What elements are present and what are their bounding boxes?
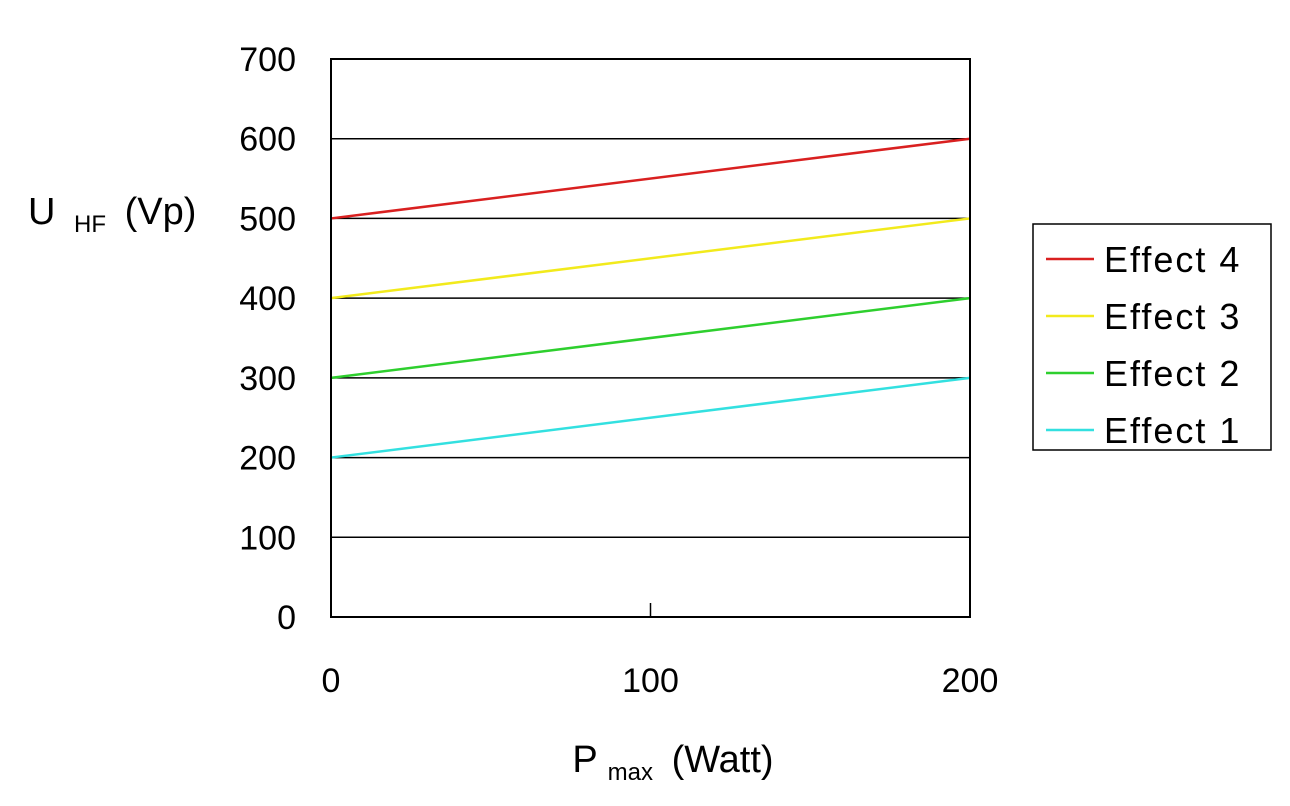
y-tick-label: 200 xyxy=(239,440,296,478)
x-axis-label-unit: (Watt) xyxy=(672,739,774,781)
y-axis-label-main: U xyxy=(28,191,55,233)
axis-ticks: 0 100 200 300 400 500 600 700 0 100 200 xyxy=(239,41,998,700)
y-tick-label: 400 xyxy=(239,280,296,318)
legend-label: Effect 1 xyxy=(1104,410,1241,451)
y-tick-label: 700 xyxy=(239,41,296,79)
legend-label: Effect 4 xyxy=(1104,239,1241,280)
legend-label: Effect 3 xyxy=(1104,296,1241,337)
y-axis-label: U HF (Vp) xyxy=(28,191,196,241)
x-tick-label: 200 xyxy=(942,662,999,700)
x-tick-label: 100 xyxy=(622,662,679,700)
series-line xyxy=(330,137,971,220)
x-axis-label-main: P xyxy=(572,739,597,781)
legend: Effect 4 Effect 3 Effect 2 Effect 1 xyxy=(1032,223,1272,451)
y-tick-label: 300 xyxy=(239,360,296,398)
y-tick-label: 600 xyxy=(239,121,296,159)
series-line xyxy=(330,217,971,300)
series-line xyxy=(330,376,971,459)
y-tick-label: 0 xyxy=(277,599,296,637)
gridlines xyxy=(331,137,970,539)
series-lines xyxy=(330,137,971,459)
y-axis-label-sub: HF xyxy=(74,211,106,238)
y-tick-label: 100 xyxy=(239,519,296,557)
y-axis-label-unit: (Vp) xyxy=(125,191,197,233)
legend-label: Effect 2 xyxy=(1104,353,1241,394)
x-axis-label-sub: max xyxy=(608,759,653,786)
x-axis-label: P max (Watt) xyxy=(572,739,773,789)
series-line xyxy=(330,296,971,380)
x-tick-label: 0 xyxy=(322,662,341,700)
y-tick-label: 500 xyxy=(239,200,296,238)
legend-box xyxy=(1032,223,1272,451)
